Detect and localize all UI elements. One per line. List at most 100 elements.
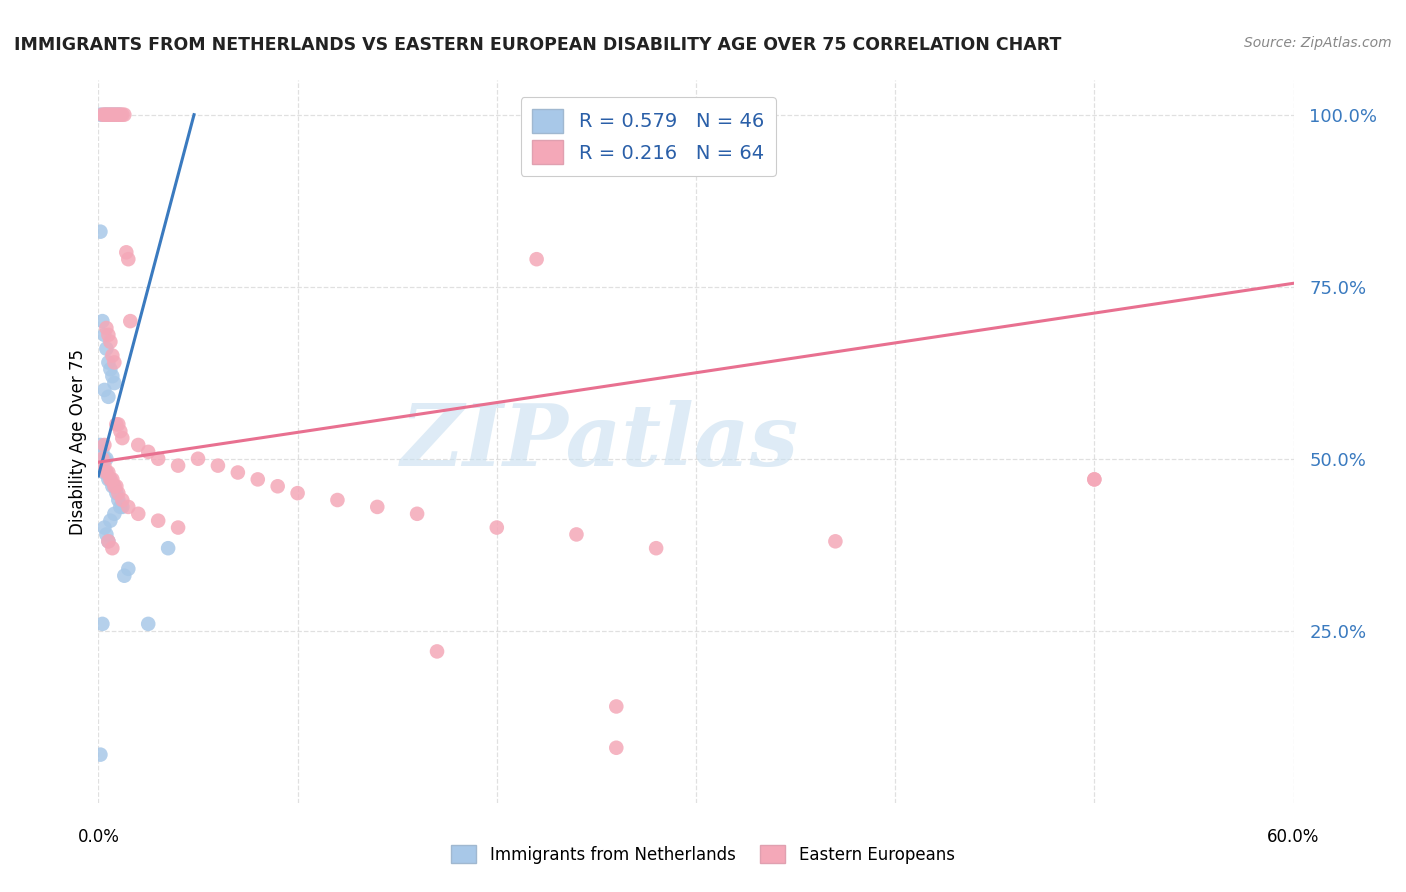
Point [105, 486, 128, 500]
Point [406, 507, 429, 521]
Point [96, 451, 118, 466]
Point [111, 108, 134, 122]
Point [93, 327, 115, 342]
Point [103, 108, 125, 122]
Point [91, 451, 114, 466]
Point [112, 108, 135, 122]
Point [105, 479, 128, 493]
Point [96, 527, 118, 541]
Text: ZIPatlas: ZIPatlas [401, 400, 800, 483]
Point [111, 500, 134, 514]
Point [89, 225, 111, 239]
Point [97, 327, 120, 342]
Point [97, 108, 120, 122]
Point [101, 541, 124, 556]
Point [103, 479, 125, 493]
Text: Source: ZipAtlas.com: Source: ZipAtlas.com [1244, 36, 1392, 50]
Point [97, 534, 120, 549]
Point [107, 108, 129, 122]
Point [89, 108, 111, 122]
Point [167, 458, 190, 473]
Point [1083, 472, 1105, 486]
Point [605, 740, 627, 755]
Point [226, 466, 249, 480]
Point [96, 466, 118, 480]
Point [485, 520, 508, 534]
Point [117, 252, 139, 267]
Point [127, 438, 149, 452]
Point [93, 438, 115, 452]
Point [97, 466, 120, 480]
Point [110, 108, 132, 122]
Point [105, 108, 128, 122]
Point [105, 108, 128, 122]
Point [91, 458, 114, 473]
Point [103, 507, 125, 521]
Point [101, 349, 124, 363]
Point [91, 314, 114, 328]
Point [98, 362, 122, 376]
Point [107, 493, 129, 508]
Point [107, 108, 129, 122]
Text: 60.0%: 60.0% [1267, 828, 1320, 846]
Point [93, 458, 115, 473]
Point [98, 472, 122, 486]
Point [366, 500, 388, 514]
Point [107, 486, 129, 500]
Point [93, 466, 115, 480]
Point [98, 334, 122, 349]
Point [112, 568, 135, 582]
Point [93, 383, 115, 397]
Point [136, 445, 159, 459]
Point [1083, 472, 1105, 486]
Point [110, 500, 132, 514]
Point [107, 417, 129, 432]
Point [526, 252, 548, 267]
Point [148, 451, 170, 466]
Point [91, 445, 114, 459]
Point [97, 534, 120, 549]
Point [101, 108, 124, 122]
Legend: Immigrants from Netherlands, Eastern Europeans: Immigrants from Netherlands, Eastern Eur… [444, 838, 962, 871]
Point [96, 466, 118, 480]
Point [98, 108, 122, 122]
Point [824, 534, 846, 549]
Point [97, 472, 120, 486]
Point [157, 541, 180, 556]
Point [91, 616, 114, 631]
Point [103, 355, 125, 369]
Point [101, 369, 124, 384]
Point [645, 541, 668, 556]
Point [97, 355, 120, 369]
Point [117, 562, 139, 576]
Point [136, 616, 159, 631]
Point [187, 451, 209, 466]
Point [565, 527, 588, 541]
Point [326, 493, 349, 508]
Point [101, 472, 124, 486]
Point [96, 321, 118, 335]
Point [96, 108, 118, 122]
Point [93, 451, 115, 466]
Point [98, 472, 122, 486]
Point [207, 458, 229, 473]
Point [93, 520, 115, 534]
Point [117, 500, 139, 514]
Point [101, 108, 124, 122]
Point [167, 520, 190, 534]
Point [91, 108, 114, 122]
Point [267, 479, 290, 493]
Point [96, 342, 118, 356]
Point [98, 108, 122, 122]
Y-axis label: Disability Age Over 75: Disability Age Over 75 [69, 349, 87, 534]
Point [96, 108, 118, 122]
Point [97, 390, 120, 404]
Text: 0.0%: 0.0% [77, 828, 120, 846]
Point [148, 514, 170, 528]
Point [120, 314, 142, 328]
Point [103, 108, 125, 122]
Legend: R = 0.579   N = 46, R = 0.216   N = 64: R = 0.579 N = 46, R = 0.216 N = 64 [520, 97, 776, 176]
Point [111, 493, 134, 508]
Point [127, 507, 149, 521]
Point [103, 376, 125, 390]
